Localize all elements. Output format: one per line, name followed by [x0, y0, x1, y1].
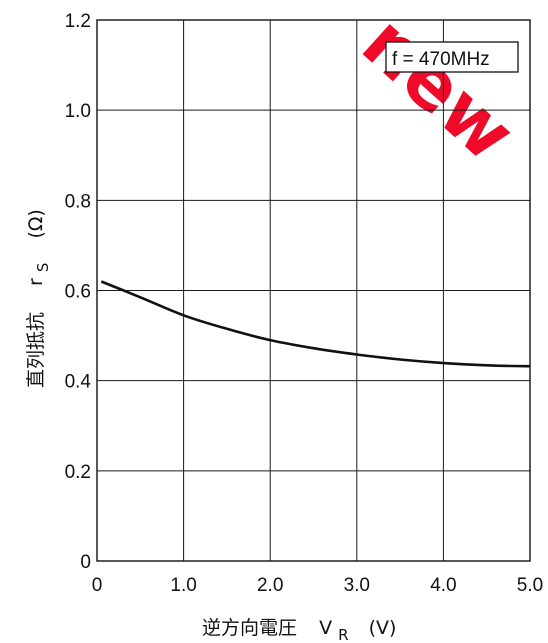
- x-tick-label: 5.0: [517, 575, 543, 596]
- y-tick-label: 0.6: [65, 282, 91, 303]
- y-tick-label: 0.4: [65, 372, 92, 393]
- watermark: new: [346, 0, 531, 178]
- annotation-text: f = 470MHz: [392, 49, 490, 70]
- x-axis-unit: (V): [369, 617, 397, 639]
- x-axis-symbol: V: [319, 617, 332, 639]
- series-layer: [100, 280, 531, 368]
- x-tick-label: 1.0: [170, 575, 196, 596]
- x-tick-label: 4.0: [430, 575, 456, 596]
- x-tick-label: 0: [92, 575, 103, 596]
- y-axis-symbol-sub: S: [34, 263, 52, 273]
- grid-layer: [97, 20, 530, 561]
- y-tick-label: 0: [80, 552, 91, 573]
- annotation-box: [385, 41, 519, 73]
- y-tick-label: 0.2: [65, 462, 91, 483]
- y-tick-label: 1.2: [65, 11, 91, 32]
- y-tick-label: 1.0: [65, 101, 91, 122]
- x-tick-label: 2.0: [257, 575, 283, 596]
- watermark-text: new: [346, 0, 531, 178]
- y-axis-title-main: 直列抵抗: [25, 312, 47, 388]
- x-tick-label: 3.0: [344, 575, 370, 596]
- x-axis-title: 逆方向電圧 V R (V): [202, 617, 396, 643]
- tick-labels: 0 1.0 2.0 3.0 4.0 5.0 0 0.2 0.4 0.6 0.8 1.0 1.2: [65, 11, 544, 596]
- y-axis-title: 直列抵抗 r S (Ω): [25, 209, 53, 388]
- x-axis-title-main: 逆方向電圧: [202, 617, 297, 639]
- y-axis-unit: (Ω): [25, 209, 47, 238]
- x-axis-symbol-sub: R: [338, 626, 348, 643]
- plot-frame: [96, 19, 531, 562]
- y-axis-symbol: r: [25, 278, 47, 286]
- series-line: [100, 280, 531, 368]
- y-tick-label: 0.8: [65, 191, 91, 212]
- frequency-annotation: f = 470MHz: [385, 41, 519, 73]
